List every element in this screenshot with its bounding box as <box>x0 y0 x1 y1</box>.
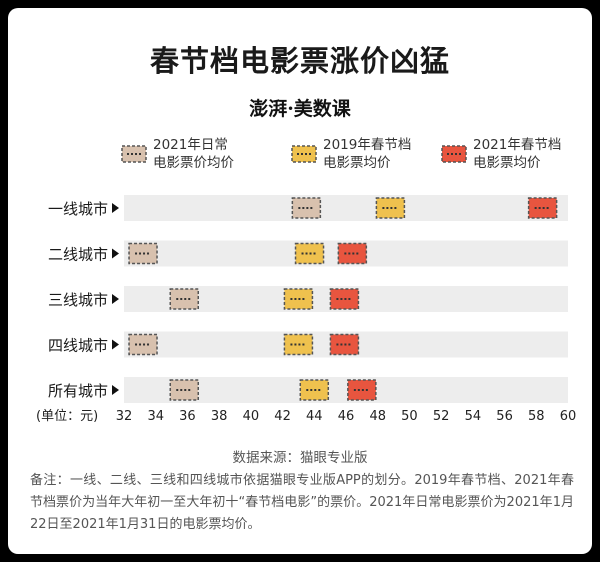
legend-label: 2019年春节档 电影票均价 <box>323 137 412 171</box>
x-tick-label: 40 <box>243 409 260 424</box>
x-tick-label: 46 <box>338 409 355 424</box>
triangle-marker-icon <box>112 248 119 259</box>
x-tick-label: 58 <box>528 409 545 424</box>
x-axis-label: (单位：元) <box>36 409 98 424</box>
category-label: 一线城市 <box>48 200 108 218</box>
x-tick-label: 44 <box>306 409 323 424</box>
infographic-card: 春节档电影票涨价凶猛 澎湃·美数课 2021年日常 电影票价均价 2019年春节… <box>8 8 592 554</box>
x-tick-label: 54 <box>465 409 482 424</box>
triangle-marker-icon <box>112 385 119 395</box>
footnote: 备注：一线、二线、三线和四线城市依据猫眼专业版APP的划分。2019年春节档、2… <box>30 473 574 532</box>
x-tick-label: 50 <box>401 409 418 424</box>
ticket-icon <box>291 145 317 163</box>
x-tick-label: 42 <box>274 409 291 424</box>
chart-title: 春节档电影票涨价凶猛 <box>149 44 450 78</box>
category-label: 二线城市 <box>48 246 108 264</box>
category-label: 三线城市 <box>48 291 108 309</box>
legend-label: 2021年日常 电影票价均价 <box>153 137 234 171</box>
triangle-marker-icon <box>112 203 119 213</box>
category-label: 所有城市 <box>48 382 108 400</box>
row-band <box>124 195 568 221</box>
triangle-marker-icon <box>112 339 119 350</box>
x-tick-label: 52 <box>433 409 450 424</box>
x-tick-label: 36 <box>179 409 196 424</box>
x-tick-label: 60 <box>560 409 577 424</box>
legend-label: 2021年春节档 电影票均价 <box>473 137 562 171</box>
x-tick-label: 38 <box>211 409 228 424</box>
ticket-icon <box>121 145 147 163</box>
x-tick-label: 56 <box>496 409 513 424</box>
x-tick-label: 34 <box>147 409 164 424</box>
ticket-icon <box>441 145 467 163</box>
brand-logo: 澎湃·美数课 <box>249 98 351 120</box>
triangle-marker-icon <box>112 294 119 304</box>
x-tick-label: 48 <box>369 409 386 424</box>
category-label: 四线城市 <box>48 337 108 355</box>
data-source: 数据来源：猫眼专业版 <box>232 450 368 466</box>
x-tick-label: 32 <box>116 409 133 424</box>
